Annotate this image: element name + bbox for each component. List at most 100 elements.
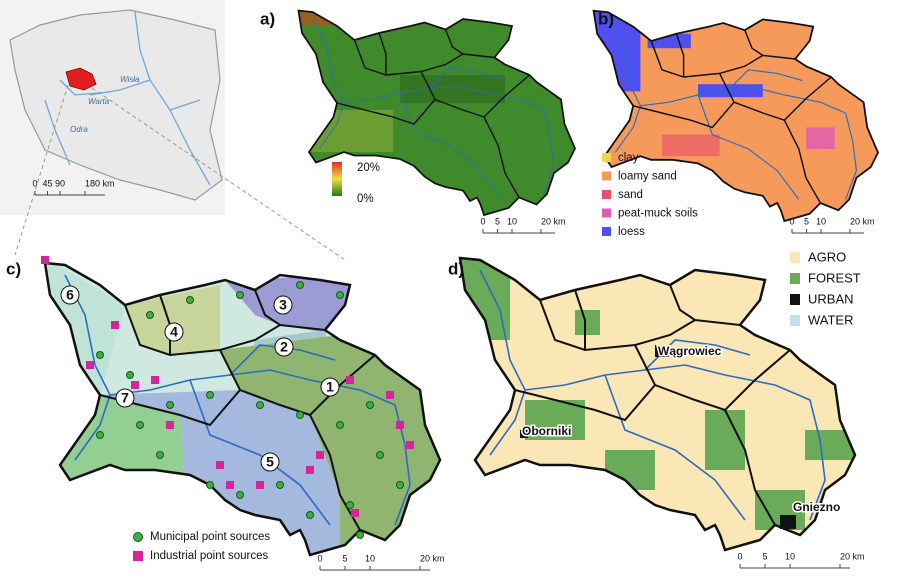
scale-label: 0 [317, 553, 322, 563]
municipal-source [376, 451, 384, 459]
scale-label: 10 [507, 216, 517, 226]
industrial-source [396, 421, 404, 429]
catchment-number: 6 [66, 287, 74, 303]
catchment-badge [273, 295, 293, 315]
legend-label: URBAN [808, 291, 854, 306]
legend-swatch [790, 273, 800, 284]
legend-label: WATER [808, 312, 854, 327]
industrial-source [131, 381, 139, 389]
legend-swatch [602, 153, 611, 162]
scale-label: 20 km [420, 553, 445, 563]
municipal-source [346, 501, 354, 509]
municipal-source [356, 531, 364, 539]
legend-label: loess [618, 226, 645, 238]
industrial-source [316, 451, 324, 459]
scale-label: 0 [32, 178, 37, 188]
catchment-badge [164, 322, 184, 342]
industrial-source [151, 376, 159, 384]
legend-label: Municipal point sources [150, 531, 270, 543]
municipal-source [146, 311, 154, 319]
industrial-source [166, 421, 174, 429]
scale-label: 5 [762, 551, 767, 561]
legend-label: AGRO [808, 249, 846, 264]
scale-label: 20 km [541, 216, 566, 226]
scale-label: 0 [789, 216, 794, 226]
legend-marker [133, 551, 143, 561]
scale-label: 45 [42, 178, 52, 188]
panel-d: d) Wągrowiec Oborniki Gniezno AGRO FOREST… [448, 249, 865, 569]
legend-marker [133, 532, 143, 542]
municipal-source [336, 291, 344, 299]
legend-label: 0% [357, 193, 374, 205]
catchment-number: 2 [280, 339, 288, 355]
municipal-source [336, 421, 344, 429]
catchment-number: 7 [121, 390, 129, 406]
municipal-source [236, 291, 244, 299]
catchment-badge [60, 285, 80, 305]
legend-label: Industrial point sources [150, 550, 269, 562]
industrial-source [386, 391, 394, 399]
panel-label: d) [448, 259, 464, 278]
river-label: Wisła [120, 75, 140, 84]
scale-label: 0 [737, 551, 742, 561]
municipal-source [276, 481, 284, 489]
industrial-source [86, 361, 94, 369]
municipal-source [126, 371, 134, 379]
legend-swatch [790, 252, 800, 263]
industrial-source [351, 509, 359, 517]
industrial-source [111, 321, 119, 329]
legend-label: sand [618, 189, 643, 201]
catchment-badge [274, 337, 294, 357]
scale-label: 20 km [850, 216, 875, 226]
inset-map: Wisła Warta Odra 0 45 90 180 km [0, 0, 225, 215]
river-label: Warta [88, 97, 110, 106]
catchment-number: 4 [170, 324, 178, 340]
scale-label: 10 [785, 551, 795, 561]
scale-label: 20 km [840, 551, 865, 561]
scale-label: 180 km [85, 178, 115, 188]
catchment-number: 5 [266, 454, 274, 470]
scale-label: 90 [55, 178, 65, 188]
catchment-number: 1 [326, 379, 334, 395]
legend-label: clay [618, 152, 639, 164]
industrial-source [216, 461, 224, 469]
legend-label: loamy sand [618, 171, 677, 183]
municipal-source [306, 511, 314, 519]
catchment-badge [115, 388, 135, 408]
town-label: Wągrowiec [658, 344, 722, 358]
panel-label: a) [260, 9, 275, 28]
municipal-source [296, 281, 304, 289]
municipal-source [166, 401, 174, 409]
municipal-source [236, 491, 244, 499]
legend-swatch [602, 171, 611, 181]
municipal-source [256, 401, 264, 409]
legend-label: FOREST [808, 270, 861, 285]
industrial-source [406, 441, 414, 449]
town-label: Gniezno [793, 500, 840, 514]
catchment-number: 3 [279, 297, 287, 313]
legend-swatch [602, 227, 611, 236]
municipal-source [206, 481, 214, 489]
industrial-source [346, 376, 354, 384]
panel-label: b) [598, 9, 614, 28]
catchment-badge [260, 452, 280, 472]
industrial-source [256, 481, 264, 489]
municipal-source [96, 351, 104, 359]
scale-label: 5 [804, 216, 809, 226]
industrial-source [306, 466, 314, 474]
municipal-source [156, 451, 164, 459]
scale-label: 10 [365, 553, 375, 563]
legend-label: peat-muck soils [618, 208, 698, 220]
legend-swatch [602, 208, 611, 218]
municipal-source [206, 391, 214, 399]
legend-swatch [790, 294, 800, 305]
legend-swatch [602, 190, 611, 199]
river-label: Odra [70, 125, 88, 134]
panel-a: a) 20% 0% 0 5 10 20 km [260, 9, 576, 234]
scale-label: 5 [342, 553, 347, 563]
municipal-source [96, 431, 104, 439]
industrial-source [41, 256, 49, 264]
scale-label: 10 [816, 216, 826, 226]
